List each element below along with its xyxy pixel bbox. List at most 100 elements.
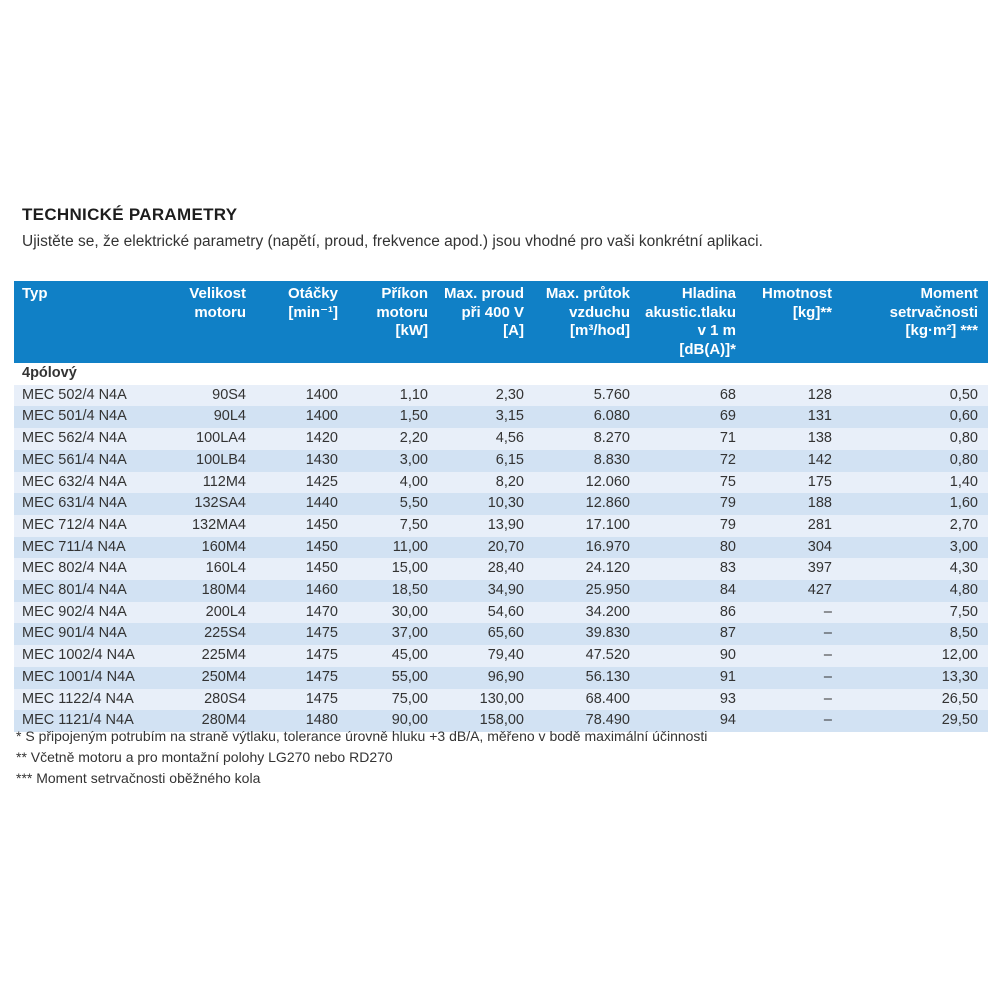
- table-row: MEC 502/4 N4A 90S4 1400 1,10 2,30 5.760 68 128 0…: [14, 384, 988, 407]
- table-cell: 1,60: [842, 493, 988, 515]
- table-cell: 91: [640, 666, 746, 689]
- table-cell: 280M4: [174, 710, 256, 732]
- table-cell: 15,00: [348, 558, 438, 581]
- table-cell: 26,50: [842, 688, 988, 711]
- table-cell: 1475: [256, 645, 348, 667]
- table-header-row: Typ Velikost motoru Otáčky [min⁻¹] Příkon m…: [14, 281, 988, 363]
- table-cell: MEC 902/4 N4A: [14, 601, 174, 624]
- table-cell: MEC 562/4 N4A: [14, 428, 174, 450]
- table-cell: 30,00: [348, 601, 438, 624]
- table-cell: 427: [746, 580, 842, 602]
- table-cell: 94: [640, 710, 746, 732]
- table-cell: 1,10: [348, 384, 438, 407]
- table-cell: 13,90: [438, 514, 534, 537]
- table-cell: 100LB4: [174, 449, 256, 472]
- table-cell: MEC 711/4 N4A: [14, 536, 174, 559]
- table-row: MEC 561/4 N4A 100LB4 1430 3,00 6,15 8.830 72 14…: [14, 449, 988, 472]
- table-cell: 128: [746, 384, 842, 407]
- table-header-cell-6: Hladina akustic.tlaku v 1 m [dB(A)]*: [640, 281, 746, 363]
- table-cell: 80: [640, 536, 746, 559]
- table-cell: MEC 1121/4 N4A: [14, 710, 174, 732]
- table-cell: 0,80: [842, 449, 988, 472]
- table-cell: 90,00: [348, 710, 438, 732]
- table-cell: –: [746, 601, 842, 624]
- table-cell: –: [746, 710, 842, 732]
- table-cell: 4,80: [842, 580, 988, 602]
- table-cell: 47.520: [534, 645, 640, 667]
- table-cell: 65,60: [438, 623, 534, 646]
- table-cell: MEC 901/4 N4A: [14, 623, 174, 646]
- table-cell: 90: [640, 645, 746, 667]
- table-cell: 180M4: [174, 580, 256, 602]
- table-cell: 79: [640, 514, 746, 537]
- table-cell: 1400: [256, 384, 348, 407]
- table-row: MEC 712/4 N4A 132MA4 1450 7,50 13,90 17.100 79…: [14, 514, 988, 537]
- table-row: MEC 1001/4 N4A 250M4 1475 55,00 96,90 56.130 9…: [14, 666, 988, 689]
- table-cell: 130,00: [438, 688, 534, 711]
- footnotes: * S připojeným potrubím na straně výtlak…: [16, 729, 707, 792]
- table-cell: MEC 561/4 N4A: [14, 449, 174, 472]
- table-cell: 1460: [256, 580, 348, 602]
- table-cell: 45,00: [348, 645, 438, 667]
- table-cell: 304: [746, 536, 842, 559]
- table-cell: 3,00: [348, 449, 438, 472]
- table-cell: 90L4: [174, 406, 256, 429]
- table-cell: 18,50: [348, 580, 438, 602]
- technical-parameters-table: Typ Velikost motoru Otáčky [min⁻¹] Příkon m…: [14, 281, 988, 732]
- table-cell: 0,80: [842, 428, 988, 450]
- table-cell: 87: [640, 623, 746, 646]
- table-cell: 8.830: [534, 449, 640, 472]
- table-cell: 1420: [256, 428, 348, 450]
- table-cell: 8,20: [438, 471, 534, 494]
- table-cell: 28,40: [438, 558, 534, 581]
- table-header-cell-8: Moment setrvačnosti [kg·m²] ***: [842, 281, 988, 363]
- table-cell: 225S4: [174, 623, 256, 646]
- table-cell: 56.130: [534, 666, 640, 689]
- footnote-2: ** Včetně motoru a pro montažní polohy L…: [16, 749, 393, 765]
- table-cell: 12.860: [534, 493, 640, 515]
- table-cell: 397: [746, 558, 842, 581]
- table-cell: 1475: [256, 666, 348, 689]
- table-cell: 1470: [256, 601, 348, 624]
- table-cell: 75: [640, 471, 746, 494]
- table-row: MEC 631/4 N4A 132SA4 1440 5,50 10,30 12.860 79…: [14, 493, 988, 515]
- table-cell: 0,50: [842, 384, 988, 407]
- table-cell: 78.490: [534, 710, 640, 732]
- table-cell: 225M4: [174, 645, 256, 667]
- table-cell: 1480: [256, 710, 348, 732]
- table-cell: MEC 712/4 N4A: [14, 514, 174, 537]
- table-cell: 90S4: [174, 384, 256, 407]
- table-row: MEC 562/4 N4A 100LA4 1420 2,20 4,56 8.270 71 13…: [14, 428, 988, 450]
- table-cell: 20,70: [438, 536, 534, 559]
- table-cell: 131: [746, 406, 842, 429]
- table-cell: MEC 502/4 N4A: [14, 384, 174, 407]
- table-cell: 72: [640, 449, 746, 472]
- table-cell: 3,00: [842, 536, 988, 559]
- table-cell: –: [746, 623, 842, 646]
- table-cell: 25.950: [534, 580, 640, 602]
- table-cell: MEC 1002/4 N4A: [14, 645, 174, 667]
- table-cell: 17.100: [534, 514, 640, 537]
- table-cell: 1450: [256, 536, 348, 559]
- table-cell: 6.080: [534, 406, 640, 429]
- table-cell: MEC 801/4 N4A: [14, 580, 174, 602]
- table-cell: MEC 802/4 N4A: [14, 558, 174, 581]
- table-cell: 0,60: [842, 406, 988, 429]
- table-cell: 188: [746, 493, 842, 515]
- table-cell: 24.120: [534, 558, 640, 581]
- table-cell: 69: [640, 406, 746, 429]
- table-cell: 1450: [256, 514, 348, 537]
- table-cell: 39.830: [534, 623, 640, 646]
- table-cell: 1,40: [842, 471, 988, 494]
- table-cell: 37,00: [348, 623, 438, 646]
- table-cell: 5,50: [348, 493, 438, 515]
- table-cell: 34,90: [438, 580, 534, 602]
- footnote-3: *** Moment setrvačnosti oběžného kola: [16, 770, 261, 786]
- table-row: MEC 1121/4 N4A 280M4 1480 90,00 158,00 78.490…: [14, 710, 988, 732]
- table-cell: 1425: [256, 471, 348, 494]
- table-row: MEC 711/4 N4A 160M4 1450 11,00 20,70 16.970 80…: [14, 536, 988, 559]
- table-cell: –: [746, 666, 842, 689]
- table-cell: 29,50: [842, 710, 988, 732]
- table-row: MEC 801/4 N4A 180M4 1460 18,50 34,90 25.950 84…: [14, 580, 988, 602]
- table-cell: 8,50: [842, 623, 988, 646]
